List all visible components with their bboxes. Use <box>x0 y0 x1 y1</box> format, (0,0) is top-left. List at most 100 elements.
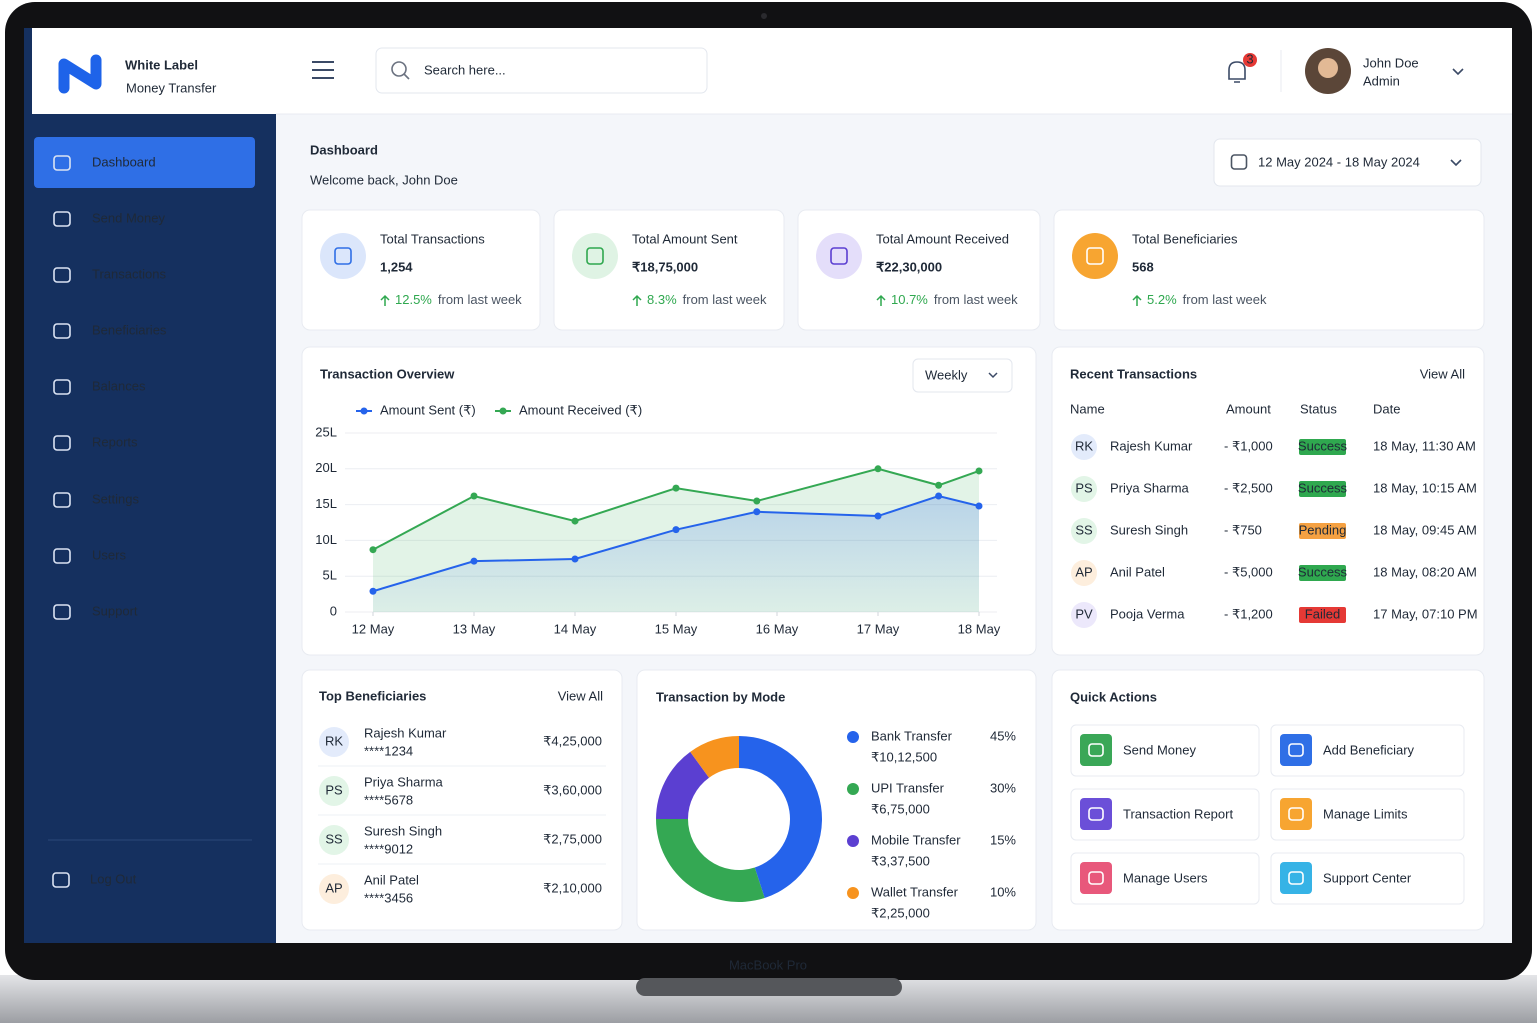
view-all-link[interactable]: View All <box>558 688 603 703</box>
status-label: Pending <box>1299 522 1347 537</box>
menu-item[interactable]: Settings <box>92 491 139 506</box>
stat-value: 1,254 <box>380 259 413 274</box>
trend-arrow <box>632 294 642 306</box>
avatar-initials: PS <box>325 782 343 797</box>
menu-item[interactable]: Beneficiaries <box>92 322 167 337</box>
legend-label: Bank Transfer <box>871 728 953 743</box>
quick-action-tile[interactable] <box>1070 788 1260 841</box>
series-line <box>372 467 980 551</box>
quick-action-tile[interactable] <box>1270 852 1465 905</box>
legend-dot <box>847 783 859 795</box>
user-name[interactable]: John Doe <box>1363 55 1419 70</box>
quick-action-tile[interactable] <box>1070 852 1260 905</box>
avatar-initials: SS <box>325 831 343 846</box>
stat-change-note: from last week <box>934 292 1018 307</box>
beneficiary-name: Suresh Singh <box>364 823 442 838</box>
icon <box>1088 871 1104 885</box>
legend-percent: 15% <box>990 832 1016 847</box>
status-label: Success <box>1298 480 1348 495</box>
status-label: Success <box>1298 438 1348 453</box>
avatar <box>319 727 349 757</box>
menu-item[interactable]: Support <box>92 603 138 618</box>
view-all-link[interactable]: View All <box>1420 366 1465 381</box>
section-title: Quick Actions <box>1070 689 1157 704</box>
avatar <box>319 825 349 855</box>
avatar <box>319 874 349 904</box>
notification-count: 3 <box>1246 51 1253 66</box>
status-label: Success <box>1298 564 1348 579</box>
avatar-initials: SS <box>1075 522 1093 537</box>
bell-icon[interactable] <box>1228 61 1246 83</box>
camera <box>761 13 767 19</box>
avatar-initials: PV <box>1075 606 1093 621</box>
period-dropdown[interactable] <box>912 358 1013 393</box>
page-title: Dashboard <box>310 142 378 157</box>
legend-label: UPI Transfer <box>871 780 945 795</box>
y-tick-label: 10L <box>315 532 337 547</box>
menu-item[interactable]: Reports <box>92 434 138 449</box>
trend-arrow <box>1132 294 1142 306</box>
legend-dot <box>847 887 859 899</box>
avatar <box>319 776 349 806</box>
brand-subtitle: Money Transfer <box>126 80 217 95</box>
beneficiary-account: ****1234 <box>364 743 413 758</box>
y-tick-label: 20L <box>315 460 337 475</box>
quick-action-tile[interactable] <box>1270 788 1465 841</box>
search-icon <box>403 73 410 80</box>
menu-item[interactable]: Transactions <box>92 266 166 281</box>
y-tick-label: 25L <box>315 424 337 439</box>
icon <box>53 323 71 339</box>
mode-card <box>636 669 1037 931</box>
user-chevron <box>1452 68 1464 76</box>
y-tick-label: 15L <box>315 496 337 511</box>
status-badge <box>1299 523 1346 539</box>
donut-slice <box>656 751 710 819</box>
beneficiary-account: ****3456 <box>364 890 413 905</box>
status-badge <box>1299 439 1346 455</box>
legend-percent: 10% <box>990 884 1016 899</box>
stat-change-value: 8.3% <box>647 292 677 307</box>
menu-item[interactable]: Users <box>92 547 126 562</box>
search-box[interactable] <box>375 47 708 94</box>
legend-label: Wallet Transfer <box>871 884 959 899</box>
column-header: Date <box>1373 401 1400 416</box>
menu-item[interactable]: Dashboard <box>92 154 156 169</box>
beneficiary-name: Anil Patel <box>364 872 419 887</box>
data-point <box>874 465 882 473</box>
legend-label: Mobile Transfer <box>871 832 961 847</box>
icon <box>53 492 71 508</box>
date-range-picker[interactable] <box>1213 138 1482 187</box>
quick-action-icon <box>1080 734 1112 766</box>
x-tick-label: 18 May <box>958 621 1001 636</box>
quick-action-label: Transaction Report <box>1123 806 1233 821</box>
quick-action-icon <box>1080 798 1112 830</box>
data-point <box>753 497 761 505</box>
x-tick-label: 13 May <box>453 621 496 636</box>
stat-change-value: 12.5% <box>395 292 432 307</box>
quick-action-tile[interactable] <box>1070 724 1260 777</box>
device-label: MacBook Pro <box>729 957 807 972</box>
icon <box>1086 247 1104 265</box>
data-point <box>975 502 983 510</box>
icon <box>53 604 71 620</box>
icon <box>1088 743 1104 757</box>
user-avatar-face <box>1318 58 1338 78</box>
logout[interactable]: Log Out <box>90 871 137 886</box>
avatar-initials: AP <box>1075 564 1092 579</box>
avatar <box>1071 434 1097 460</box>
data-point <box>753 508 761 516</box>
row-amount: - ₹2,500 <box>1224 480 1273 495</box>
legend-label: Amount Received (₹) <box>519 402 642 417</box>
brand-title: White Label <box>125 57 198 72</box>
stat-label: Total Transactions <box>380 231 485 246</box>
menu-item[interactable]: Send Money <box>92 210 165 225</box>
menu-item[interactable]: Balances <box>92 378 146 393</box>
icon <box>1230 154 1248 170</box>
quick-action-tile[interactable] <box>1270 724 1465 777</box>
date-range: 12 May 2024 - 18 May 2024 <box>1258 154 1420 169</box>
row-name: Pooja Verma <box>1110 606 1185 621</box>
legend-dot <box>847 835 859 847</box>
avatar-initials: RK <box>325 733 343 748</box>
avatar-initials: PS <box>1075 480 1093 495</box>
data-point <box>369 546 377 554</box>
